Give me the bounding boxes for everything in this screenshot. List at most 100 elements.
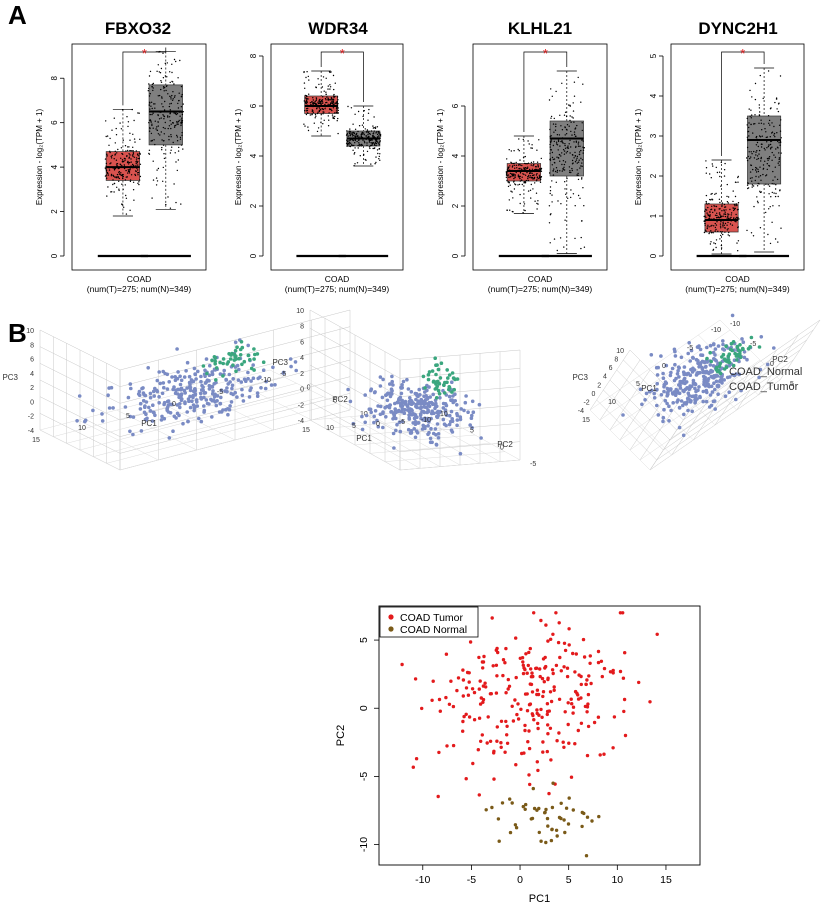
jitter-point xyxy=(572,162,574,164)
jitter-point xyxy=(581,129,583,132)
jitter-point xyxy=(123,164,126,166)
jitter-point xyxy=(758,104,760,106)
data-point xyxy=(563,648,568,653)
data-point xyxy=(558,655,562,660)
jitter-point xyxy=(154,120,156,122)
jitter-point xyxy=(376,126,379,128)
point-tumor xyxy=(667,404,671,409)
jitter-point xyxy=(748,151,750,153)
data-point xyxy=(521,804,525,809)
data-point xyxy=(546,732,550,736)
jitter-points xyxy=(703,160,740,252)
point-tumor xyxy=(77,394,82,398)
point-tumor xyxy=(701,374,706,379)
jitter-point xyxy=(365,159,367,161)
jitter-point xyxy=(309,102,312,104)
data-point xyxy=(538,674,542,679)
jitter-point xyxy=(749,177,752,179)
jitter-point xyxy=(568,104,570,106)
jitter-point xyxy=(378,155,380,158)
data-point xyxy=(472,690,477,695)
data-point xyxy=(461,729,465,733)
point-normal xyxy=(205,371,209,376)
point-tumor xyxy=(688,359,692,363)
data-point xyxy=(579,682,583,687)
x-tick-label: 0 xyxy=(517,874,523,886)
y-tick-label: 3 xyxy=(649,133,658,138)
jitter-point xyxy=(112,183,114,186)
point-normal xyxy=(240,362,244,367)
jitter-point xyxy=(174,152,176,154)
jitter-point xyxy=(538,139,540,141)
jitter-point xyxy=(573,121,575,123)
jitter-point xyxy=(715,205,718,208)
point-tumor xyxy=(662,389,666,394)
point-tumor xyxy=(199,419,204,424)
jitter-point xyxy=(315,98,318,100)
jitter-point xyxy=(580,165,582,167)
data-point xyxy=(526,740,530,744)
point-tumor xyxy=(185,410,189,414)
data-point xyxy=(580,810,584,815)
jitter-point xyxy=(577,145,580,147)
jitter-point xyxy=(113,158,115,160)
jitter-point xyxy=(135,161,137,163)
jitter-point xyxy=(716,214,718,217)
jitter-point xyxy=(535,180,538,182)
jitter-point xyxy=(164,121,166,124)
point-tumor xyxy=(714,379,719,384)
jitter-point xyxy=(724,231,726,233)
point-normal xyxy=(705,356,709,361)
jitter-point xyxy=(120,157,122,159)
jitter-point xyxy=(105,135,107,138)
point-tumor xyxy=(83,419,87,424)
point-tumor xyxy=(191,389,196,394)
jitter-point xyxy=(765,211,767,214)
jitter-point xyxy=(150,132,153,135)
data-point xyxy=(477,655,481,660)
jitter-point xyxy=(761,129,763,131)
jitter-point xyxy=(181,121,183,124)
jitter-point xyxy=(720,234,722,237)
point-tumor xyxy=(152,394,156,398)
jitter-point xyxy=(366,150,369,153)
jitter-point xyxy=(576,124,578,127)
jitter-point xyxy=(118,189,120,192)
jitter-point xyxy=(548,205,551,207)
jitter-point xyxy=(320,99,323,102)
jitter-point xyxy=(360,145,362,147)
jitter-point xyxy=(765,131,767,133)
point-tumor xyxy=(704,399,709,404)
jitter-point xyxy=(172,81,174,83)
jitter-point xyxy=(168,139,170,141)
jitter-point xyxy=(129,139,131,141)
jitter-point xyxy=(737,181,739,183)
jitter-point xyxy=(712,232,714,234)
point-tumor xyxy=(673,393,678,398)
jitter-point xyxy=(133,119,135,122)
jitter-point xyxy=(706,227,708,230)
point-tumor xyxy=(444,403,449,408)
jitter-point xyxy=(303,82,306,84)
data-point xyxy=(486,715,490,719)
point-tumor xyxy=(739,388,743,393)
jitter-point xyxy=(178,99,180,102)
jitter-point xyxy=(726,216,729,218)
jitter-point xyxy=(769,136,771,138)
jitter-point xyxy=(724,211,726,213)
point-tumor xyxy=(157,395,161,399)
jitter-point xyxy=(536,177,539,179)
jitter-point xyxy=(772,170,774,173)
data-point xyxy=(484,808,488,812)
jitter-point xyxy=(766,147,768,149)
jitter-point xyxy=(527,162,530,164)
jitter-point xyxy=(760,156,762,159)
jitter-point xyxy=(554,162,556,164)
jitter-point xyxy=(128,153,130,155)
tick-label-z: -4 xyxy=(578,408,584,415)
point-tumor xyxy=(248,388,252,393)
jitter-point xyxy=(132,133,134,135)
point-tumor xyxy=(662,383,666,387)
point-tumor xyxy=(210,370,214,374)
